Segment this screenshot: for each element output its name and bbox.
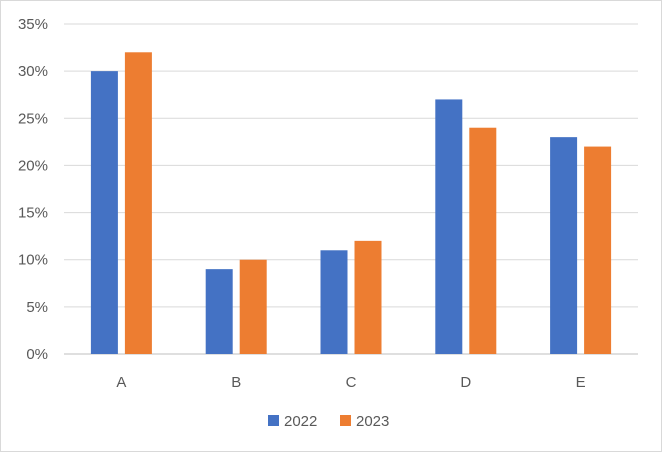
y-tick-label: 10%	[18, 252, 48, 269]
bar-2022-A	[90, 71, 118, 355]
bar-2023-B	[239, 259, 267, 354]
legend-swatch-2023	[340, 415, 351, 426]
legend-swatch-2022	[268, 415, 279, 426]
y-tick-label: 0%	[26, 346, 48, 363]
bar-2022-E	[550, 137, 578, 354]
y-tick-label: 15%	[18, 205, 48, 222]
y-tick-label: 20%	[18, 157, 48, 174]
x-tick-label: D	[460, 374, 471, 391]
bar-2023-C	[354, 240, 382, 354]
x-tick-label: C	[346, 374, 357, 391]
y-tick-label: 30%	[18, 63, 48, 80]
bar-2023-D	[469, 127, 497, 354]
x-tick-label: B	[231, 374, 241, 391]
bar-2022-C	[320, 250, 348, 354]
bar-2023-E	[584, 146, 612, 354]
y-tick-label: 35%	[18, 16, 48, 33]
x-tick-label: E	[576, 374, 586, 391]
x-tick-label: A	[116, 374, 126, 391]
bar-2022-B	[205, 269, 233, 354]
y-tick-label: 5%	[26, 299, 48, 316]
legend-label-2022: 2022	[284, 413, 317, 430]
bar-2023-A	[124, 52, 152, 355]
legend-label-2023: 2023	[356, 413, 389, 430]
y-tick-label: 25%	[18, 110, 48, 127]
bar-2022-D	[435, 99, 463, 354]
